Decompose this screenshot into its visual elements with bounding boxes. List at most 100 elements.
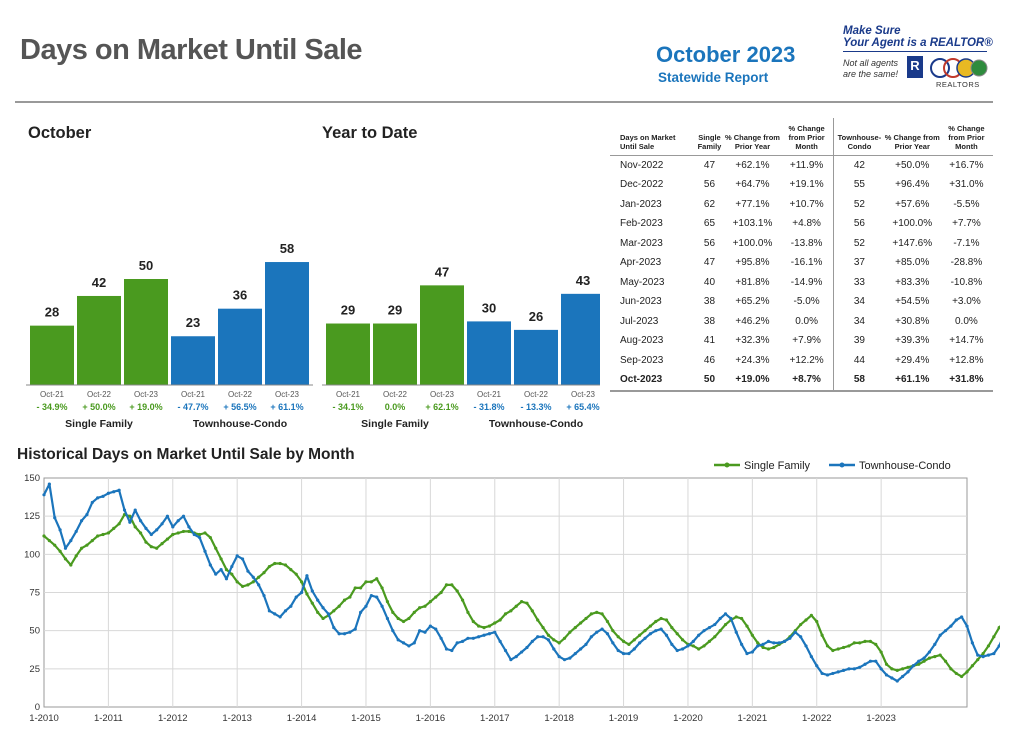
association-name: REALTORS xyxy=(936,80,980,89)
series-point xyxy=(353,586,357,590)
y-tick-label: 100 xyxy=(24,549,40,560)
series-point xyxy=(321,606,325,610)
table-cell: Aug-2023 xyxy=(620,335,664,347)
series-point xyxy=(418,606,422,610)
series-point xyxy=(58,528,62,532)
table-cell: Dec-2022 xyxy=(620,179,664,191)
table-cell: Nov-2022 xyxy=(620,159,664,171)
series-point xyxy=(707,639,712,643)
table-row: Nov-2022 47 +62.1% +11.9% 42 +50.0% +16.7% xyxy=(610,155,993,175)
series-point xyxy=(364,580,368,584)
history-line-chart: 0 25 50 75 100 125 150 1-2010 1-2011 1-2012 1-2013… xyxy=(24,460,1000,724)
table-cell: +12.8% xyxy=(949,354,984,366)
bar xyxy=(467,321,511,385)
series-point xyxy=(418,629,422,633)
series-point xyxy=(825,644,830,648)
series-point xyxy=(58,549,62,553)
series-point xyxy=(986,644,991,648)
series-point xyxy=(187,525,191,529)
series-point xyxy=(943,629,948,633)
series-point xyxy=(412,641,416,645)
table-cell: +11.9% xyxy=(789,159,824,171)
series-point xyxy=(809,613,813,617)
col-header: Days on Market Until Sale xyxy=(620,132,676,151)
series-point xyxy=(654,629,658,633)
series-point xyxy=(686,644,690,648)
series-point xyxy=(997,644,1000,648)
series-point xyxy=(391,629,395,633)
table-cell: 40 xyxy=(703,276,716,288)
series-point xyxy=(831,648,835,653)
series-point xyxy=(267,564,271,569)
series-point xyxy=(595,610,599,614)
x-tick-label: 1-2011 xyxy=(94,713,123,724)
table-cell: -14.9% xyxy=(790,276,823,288)
series-point xyxy=(112,490,116,494)
series-point xyxy=(337,632,341,636)
series-point xyxy=(852,641,856,645)
series-point xyxy=(42,534,46,538)
series-point xyxy=(616,648,620,653)
series-point xyxy=(890,676,894,680)
series-point xyxy=(906,670,910,674)
x-tick-label: 1-2019 xyxy=(609,713,639,724)
table-cell: 39 xyxy=(833,331,885,351)
series-point xyxy=(997,626,1000,630)
series-point xyxy=(530,639,534,643)
col-header: % Change from Prior Month xyxy=(788,123,825,151)
table-row: Aug-2023 41 +32.3% +7.9% 39 +39.3% +14.7% xyxy=(610,331,993,351)
series-point xyxy=(847,667,851,671)
series-point xyxy=(198,532,202,537)
series-point xyxy=(927,650,932,654)
series-point xyxy=(262,571,266,575)
table-cell: May-2023 xyxy=(620,276,665,288)
series-point xyxy=(949,667,953,671)
series-point xyxy=(621,651,626,656)
series-point xyxy=(117,488,121,492)
table-cell: 41 xyxy=(703,335,716,347)
series-point xyxy=(305,574,309,578)
series-point xyxy=(917,662,921,666)
series-point xyxy=(332,609,336,613)
series-point xyxy=(299,590,304,595)
series-point xyxy=(611,641,615,645)
series-point xyxy=(423,604,427,608)
table-cell: +103.1% xyxy=(732,218,773,230)
col-header: % Change from Prior Year xyxy=(884,132,940,151)
series-point xyxy=(713,622,717,627)
bar-group-label: Townhouse-Condo xyxy=(489,418,583,430)
series-point xyxy=(970,664,974,668)
table-cell: +50.0% xyxy=(895,159,930,171)
series-point xyxy=(348,595,352,599)
series-point xyxy=(359,610,363,614)
series-point xyxy=(257,583,261,587)
series-point xyxy=(723,612,728,616)
table-cell: +57.6% xyxy=(895,198,930,210)
legend-marker xyxy=(724,462,730,468)
page-title: Days on Market Until Sale xyxy=(20,34,363,66)
table-row: Sep-2023 46 +24.3% +12.2% 44 +29.4% +12.8% xyxy=(610,350,993,370)
series-point xyxy=(782,639,787,643)
series-point xyxy=(380,604,384,608)
table-row: Jul-2023 38 +46.2% 0.0% 34 +30.8% 0.0% xyxy=(610,311,993,331)
bar-value-label: 43 xyxy=(576,273,590,288)
table-header-row: Days on Market Until Sale Single Family … xyxy=(610,118,993,155)
table-cell: Sep-2023 xyxy=(620,354,664,366)
series-point xyxy=(316,598,320,602)
series-point xyxy=(289,604,293,608)
series-point xyxy=(874,659,878,663)
series-point xyxy=(890,667,894,671)
series-point xyxy=(820,671,824,676)
series-point xyxy=(670,626,674,630)
series-point xyxy=(648,624,652,628)
series-point xyxy=(589,635,593,639)
table-cell: +24.3% xyxy=(735,354,770,366)
series-point xyxy=(664,633,669,637)
series-point xyxy=(815,664,819,668)
table-row: May-2023 40 +81.8% -14.9% 33 +83.3% -10.8% xyxy=(610,272,993,292)
series-point xyxy=(294,572,298,576)
x-tick-label: 1-2017 xyxy=(480,713,510,724)
bar-value-label: 36 xyxy=(233,288,247,303)
table-cell: Jul-2023 xyxy=(620,315,659,327)
series-point xyxy=(246,583,250,587)
